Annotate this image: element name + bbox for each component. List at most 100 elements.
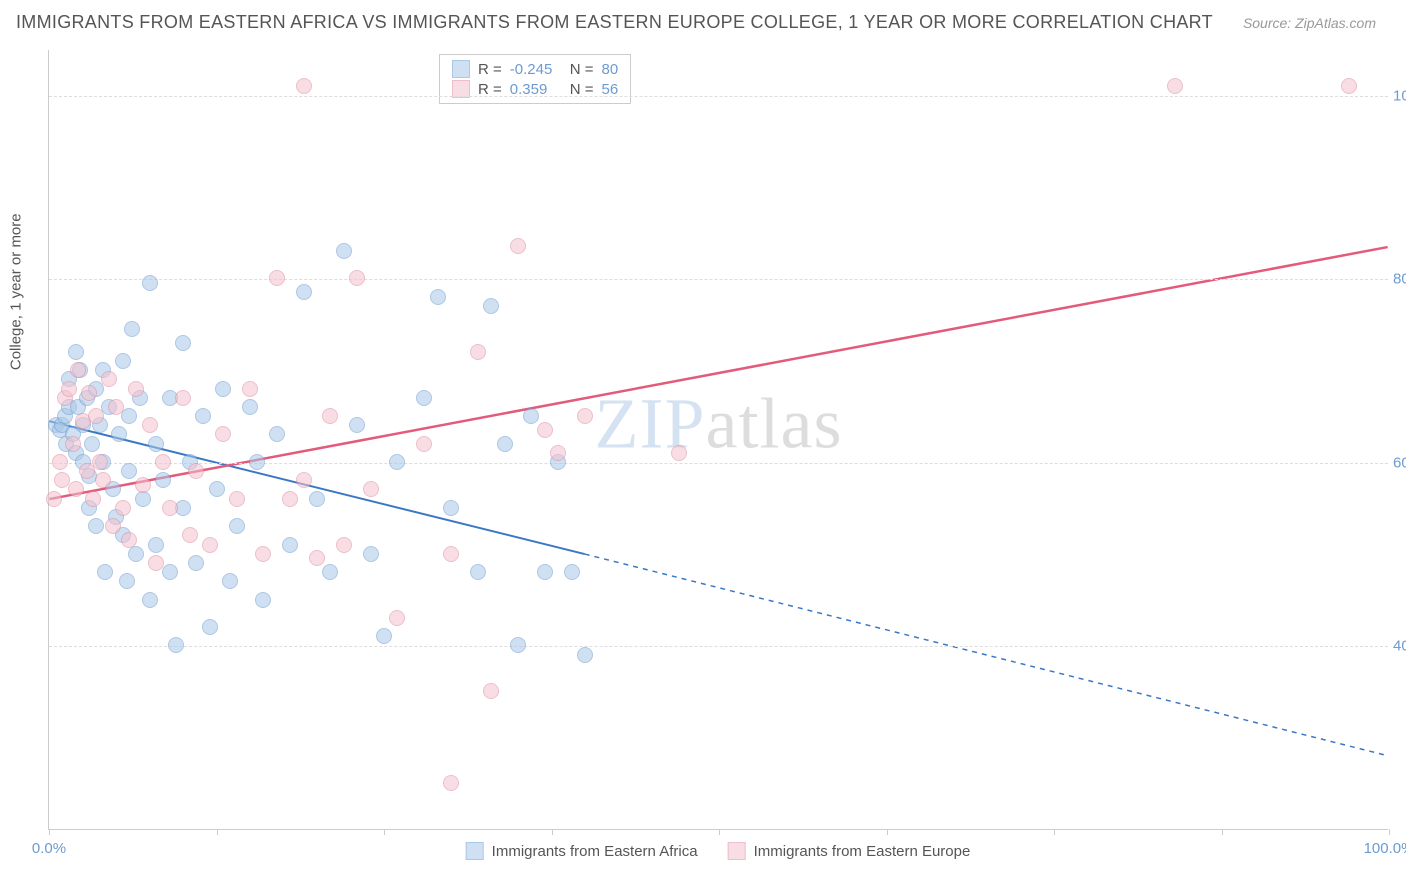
scatter-point bbox=[97, 564, 113, 580]
scatter-point bbox=[363, 481, 379, 497]
scatter-point bbox=[84, 436, 100, 452]
scatter-point bbox=[115, 353, 131, 369]
scatter-point bbox=[101, 371, 117, 387]
scatter-point bbox=[142, 592, 158, 608]
scatter-point bbox=[92, 454, 108, 470]
scatter-point bbox=[336, 537, 352, 553]
scatter-point bbox=[142, 275, 158, 291]
y-tick-label: 60.0% bbox=[1393, 454, 1406, 471]
x-tick bbox=[384, 829, 385, 835]
scatter-point bbox=[142, 417, 158, 433]
x-tick bbox=[887, 829, 888, 835]
scatter-point bbox=[242, 381, 258, 397]
scatter-point bbox=[564, 564, 580, 580]
scatter-point bbox=[336, 243, 352, 259]
legend-r-value: -0.245 bbox=[510, 61, 562, 78]
scatter-point bbox=[255, 592, 271, 608]
scatter-point bbox=[148, 537, 164, 553]
series-name: Immigrants from Eastern Europe bbox=[754, 843, 971, 860]
scatter-point bbox=[108, 399, 124, 415]
scatter-point bbox=[389, 610, 405, 626]
scatter-point bbox=[135, 477, 151, 493]
scatter-point bbox=[296, 78, 312, 94]
scatter-point bbox=[188, 555, 204, 571]
x-tick-label: 100.0% bbox=[1364, 840, 1406, 857]
scatter-point bbox=[229, 491, 245, 507]
scatter-point bbox=[88, 408, 104, 424]
scatter-point bbox=[68, 344, 84, 360]
scatter-point bbox=[443, 546, 459, 562]
scatter-point bbox=[537, 422, 553, 438]
scatter-point bbox=[443, 500, 459, 516]
scatter-point bbox=[322, 408, 338, 424]
legend-swatch bbox=[452, 60, 470, 78]
scatter-point bbox=[121, 408, 137, 424]
plot-region: ZIPatlas R =-0.245N =80R =0.359N =56 40.… bbox=[48, 50, 1388, 830]
scatter-point bbox=[249, 454, 265, 470]
scatter-point bbox=[470, 564, 486, 580]
scatter-point bbox=[577, 647, 593, 663]
scatter-point bbox=[121, 463, 137, 479]
scatter-point bbox=[88, 518, 104, 534]
scatter-point bbox=[497, 436, 513, 452]
scatter-point bbox=[135, 491, 151, 507]
x-tick-label: 0.0% bbox=[32, 840, 66, 857]
scatter-point bbox=[416, 436, 432, 452]
x-tick bbox=[1222, 829, 1223, 835]
scatter-point bbox=[296, 472, 312, 488]
scatter-point bbox=[202, 537, 218, 553]
y-tick-label: 100.0% bbox=[1393, 87, 1406, 104]
scatter-point bbox=[376, 628, 392, 644]
scatter-point bbox=[46, 491, 62, 507]
x-tick bbox=[1389, 829, 1390, 835]
scatter-point bbox=[119, 573, 135, 589]
scatter-point bbox=[229, 518, 245, 534]
scatter-point bbox=[577, 408, 593, 424]
scatter-point bbox=[168, 637, 184, 653]
series-legend-item: Immigrants from Eastern Africa bbox=[466, 842, 698, 860]
scatter-point bbox=[195, 408, 211, 424]
legend-row: R =-0.245N =80 bbox=[452, 59, 618, 79]
scatter-point bbox=[148, 436, 164, 452]
y-axis-label: College, 1 year or more bbox=[8, 213, 25, 370]
scatter-point bbox=[1167, 78, 1183, 94]
scatter-point bbox=[111, 426, 127, 442]
scatter-point bbox=[550, 445, 566, 461]
scatter-point bbox=[282, 491, 298, 507]
series-legend-item: Immigrants from Eastern Europe bbox=[728, 842, 971, 860]
x-tick bbox=[217, 829, 218, 835]
scatter-point bbox=[242, 399, 258, 415]
scatter-point bbox=[430, 289, 446, 305]
scatter-point bbox=[128, 546, 144, 562]
x-tick bbox=[1054, 829, 1055, 835]
scatter-point bbox=[215, 426, 231, 442]
scatter-point bbox=[322, 564, 338, 580]
scatter-point bbox=[162, 500, 178, 516]
regression-line-extrapolated bbox=[585, 554, 1388, 756]
chart-area: College, 1 year or more ZIPatlas R =-0.2… bbox=[48, 50, 1388, 830]
scatter-point bbox=[510, 637, 526, 653]
scatter-point bbox=[121, 532, 137, 548]
scatter-point bbox=[363, 546, 379, 562]
scatter-point bbox=[148, 555, 164, 571]
scatter-point bbox=[162, 564, 178, 580]
scatter-point bbox=[523, 408, 539, 424]
scatter-point bbox=[155, 454, 171, 470]
regression-lines bbox=[49, 50, 1388, 829]
scatter-point bbox=[105, 518, 121, 534]
source-label: Source: ZipAtlas.com bbox=[1243, 15, 1376, 31]
gridline bbox=[49, 279, 1388, 280]
scatter-point bbox=[124, 321, 140, 337]
scatter-point bbox=[215, 381, 231, 397]
scatter-point bbox=[309, 550, 325, 566]
scatter-point bbox=[155, 472, 171, 488]
scatter-point bbox=[128, 381, 144, 397]
legend-n-value: 80 bbox=[602, 61, 619, 78]
scatter-point bbox=[470, 344, 486, 360]
gridline bbox=[49, 646, 1388, 647]
legend-swatch bbox=[466, 842, 484, 860]
legend-swatch bbox=[728, 842, 746, 860]
scatter-point bbox=[52, 454, 68, 470]
scatter-point bbox=[70, 362, 86, 378]
scatter-point bbox=[202, 619, 218, 635]
